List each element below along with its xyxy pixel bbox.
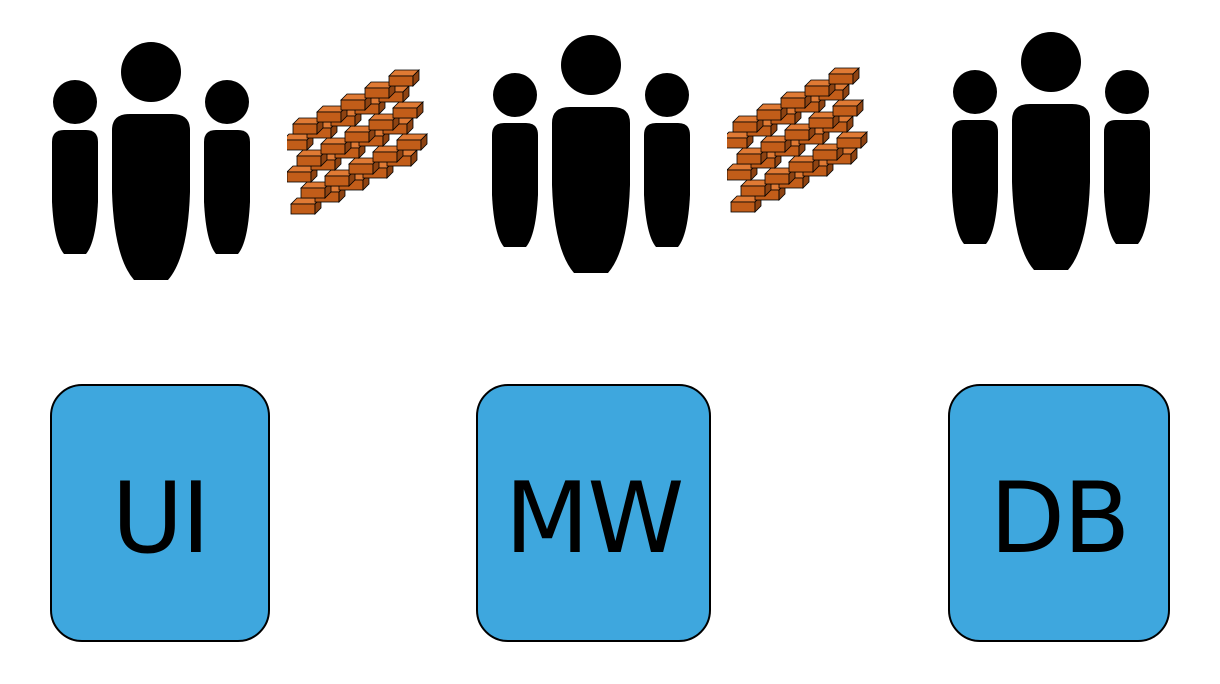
brick-wall-icon-graphic [727, 67, 868, 213]
people-group-icon-graphic [952, 32, 1150, 270]
db-box: DB [948, 384, 1170, 642]
brick [836, 131, 868, 149]
brick [392, 101, 424, 119]
people-group-icon [946, 32, 1156, 282]
mw-box-label: MW [504, 462, 684, 576]
people-group-icon-graphic [52, 42, 250, 280]
brick-wall-icon [287, 64, 452, 239]
people-group-icon-graphic [492, 35, 690, 273]
mw-box: MW [476, 384, 711, 642]
ui-box-label: UI [111, 462, 211, 576]
people-group-icon [486, 35, 696, 285]
brick [388, 69, 420, 87]
brick [828, 67, 860, 85]
ui-box: UI [50, 384, 270, 642]
people-group-icon [46, 42, 256, 292]
brick-wall-icon [727, 62, 892, 237]
brick [396, 133, 428, 151]
brick-wall-icon-graphic [287, 69, 428, 215]
brick [832, 99, 864, 117]
db-box-label: DB [989, 462, 1131, 576]
